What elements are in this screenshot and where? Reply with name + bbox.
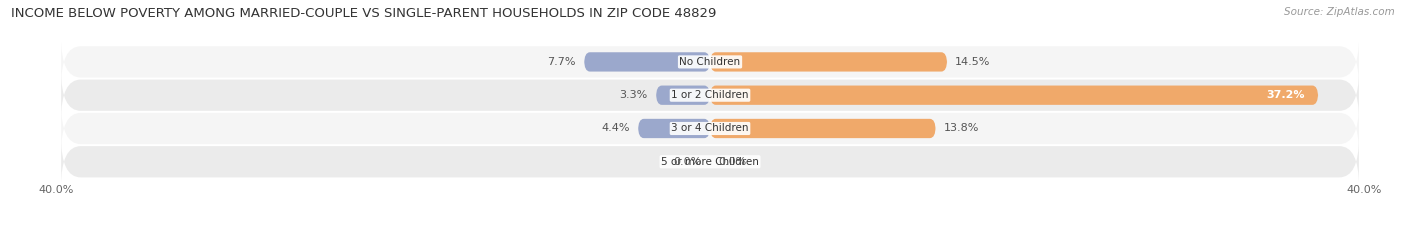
- Text: INCOME BELOW POVERTY AMONG MARRIED-COUPLE VS SINGLE-PARENT HOUSEHOLDS IN ZIP COD: INCOME BELOW POVERTY AMONG MARRIED-COUPL…: [11, 7, 717, 20]
- Text: 0.0%: 0.0%: [673, 157, 702, 167]
- FancyBboxPatch shape: [60, 71, 1360, 120]
- FancyBboxPatch shape: [60, 104, 1360, 153]
- FancyBboxPatch shape: [710, 52, 948, 72]
- Text: 13.8%: 13.8%: [943, 123, 979, 134]
- Text: 3 or 4 Children: 3 or 4 Children: [671, 123, 749, 134]
- Text: 3.3%: 3.3%: [620, 90, 648, 100]
- FancyBboxPatch shape: [657, 86, 710, 105]
- Text: 5 or more Children: 5 or more Children: [661, 157, 759, 167]
- Text: Source: ZipAtlas.com: Source: ZipAtlas.com: [1284, 7, 1395, 17]
- FancyBboxPatch shape: [60, 38, 1360, 86]
- FancyBboxPatch shape: [638, 119, 710, 138]
- Text: No Children: No Children: [679, 57, 741, 67]
- FancyBboxPatch shape: [583, 52, 710, 72]
- Text: 4.4%: 4.4%: [602, 123, 630, 134]
- FancyBboxPatch shape: [60, 137, 1360, 186]
- FancyBboxPatch shape: [710, 86, 1317, 105]
- Text: 7.7%: 7.7%: [547, 57, 576, 67]
- FancyBboxPatch shape: [710, 119, 935, 138]
- Text: 14.5%: 14.5%: [955, 57, 991, 67]
- Text: 0.0%: 0.0%: [718, 157, 747, 167]
- Text: 1 or 2 Children: 1 or 2 Children: [671, 90, 749, 100]
- Text: 37.2%: 37.2%: [1267, 90, 1305, 100]
